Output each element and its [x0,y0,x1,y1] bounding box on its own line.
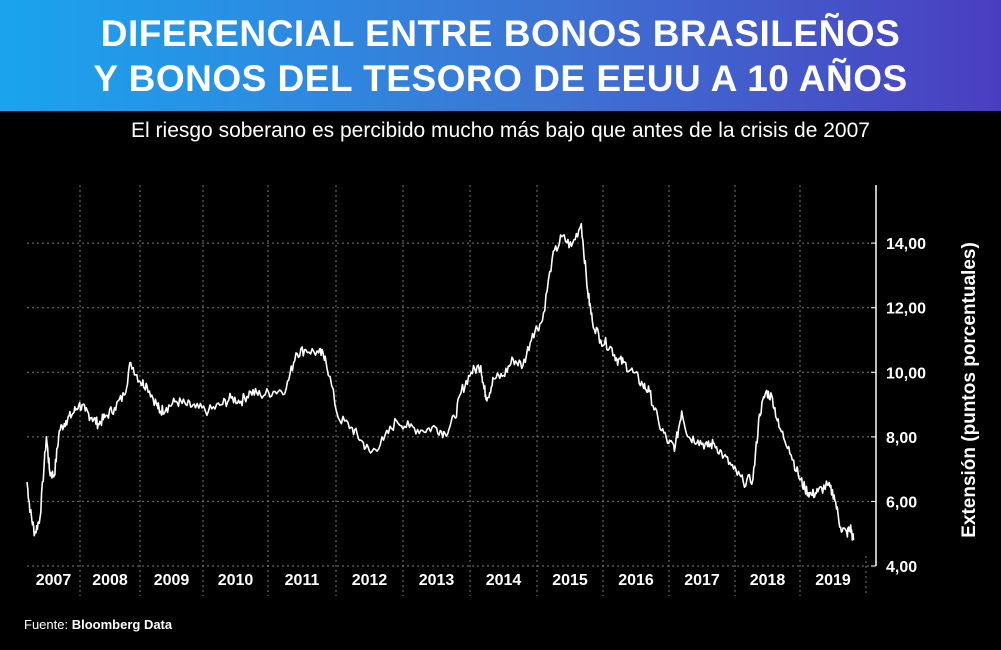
x-tick-label: 2018 [750,572,786,589]
chart-title-line-1: DIFERENCIAL ENTRE BONOS BRASILEÑOS [100,12,901,54]
source-value: Bloomberg Data [71,617,173,632]
y-tick-label: 10,00 [886,365,926,382]
series-line [26,222,855,541]
x-tick-label: 2008 [92,572,128,589]
x-tick-label: 2009 [154,572,190,589]
x-tick-label: 2017 [684,572,720,589]
y-axis-label: Extensión (puntos porcentuales) [959,242,980,538]
chart-title-line-2: Y BONOS DEL TESORO DE EEUU A 10 AÑOS [93,57,908,99]
y-tick-label: 14,00 [886,236,926,253]
x-tick-label: 2010 [218,572,254,589]
y-tick-label: 8,00 [886,430,917,447]
x-tick-label: 2007 [36,572,72,589]
title-banner: DIFERENCIAL ENTRE BONOS BRASILEÑOS Y BON… [0,0,1001,111]
y-tick-label: 12,00 [886,301,926,318]
y-tick-label: 4,00 [886,559,917,576]
x-tick-label: 2014 [486,572,522,589]
source-label: Fuente: [24,617,69,632]
x-tick-label: 2011 [285,572,320,589]
x-tick-label: 2015 [552,572,588,589]
x-tick-label: 2012 [352,572,388,589]
x-tick-label: 2016 [618,572,654,589]
source-note: Fuente: Bloomberg Data [24,617,172,632]
y-tick-label: 6,00 [886,494,917,511]
x-tick-label: 2019 [815,572,851,589]
x-tick-label: 2013 [419,572,455,589]
chart-subtitle: El riesgo soberano es percibido mucho má… [131,119,870,142]
